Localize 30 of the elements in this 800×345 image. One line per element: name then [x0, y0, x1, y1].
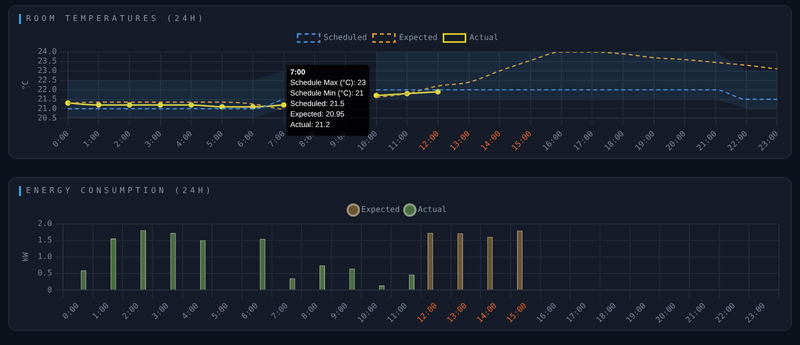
chart-title: ENERGY CONSUMPTION (24H)	[19, 186, 214, 196]
y-tick-label: 2.0	[38, 219, 52, 228]
legend-label: Actual	[469, 33, 499, 42]
y-tick-label: 20.5	[38, 113, 58, 122]
point	[374, 92, 380, 98]
legend-label: Scheduled	[324, 33, 368, 42]
y-axis-title: kW	[20, 252, 30, 262]
legend-label: Expected	[361, 205, 400, 214]
point	[188, 102, 194, 108]
y-tick-label: 21.0	[38, 104, 58, 113]
y-tick-label: 24.0	[38, 47, 58, 56]
point	[96, 102, 102, 108]
y-tick-label: 0.5	[38, 268, 52, 278]
y-tick-label: 22.0	[38, 84, 58, 94]
y-tick-label: 23.5	[38, 56, 58, 66]
y-tick-label: 0	[47, 285, 52, 294]
y-tick-label: 1.5	[38, 236, 52, 245]
point	[158, 102, 164, 108]
y-tick-label: 23.0	[38, 66, 58, 75]
legend-label: Expected	[398, 33, 438, 42]
point	[281, 102, 287, 108]
point	[435, 88, 441, 94]
y-tick-label: 22.5	[38, 75, 58, 84]
y-tick-label: 1.0	[38, 252, 52, 262]
legend-label: Actual	[418, 205, 447, 214]
point	[126, 102, 132, 108]
point	[219, 104, 225, 110]
chart-title: ROOM TEMPERATURES (24H)	[19, 14, 206, 24]
y-axis-title: °C	[20, 80, 30, 90]
y-tick-label: 21.5	[38, 94, 58, 104]
